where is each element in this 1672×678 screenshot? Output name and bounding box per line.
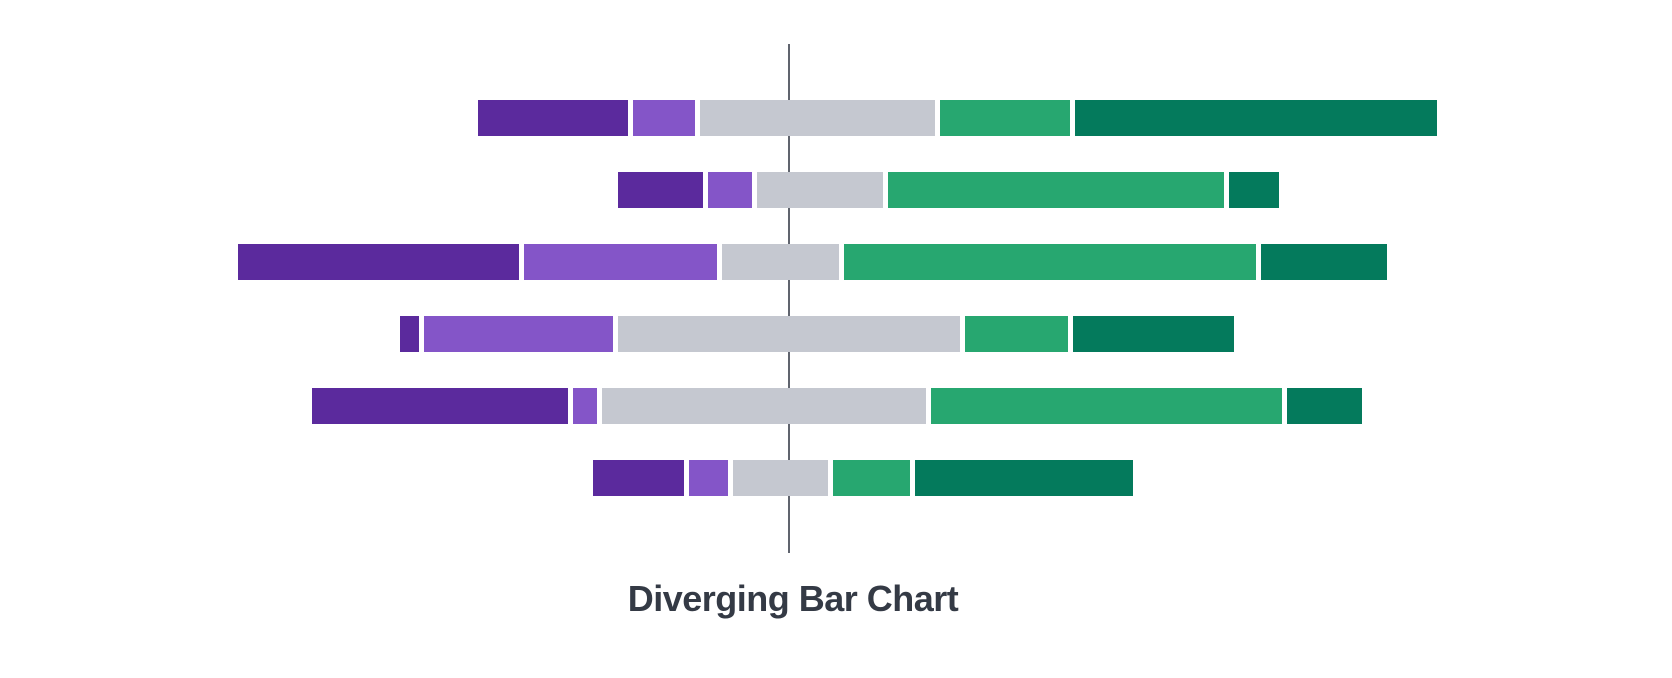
bar-segment-dark-green — [1075, 100, 1437, 136]
chart-title: Diverging Bar Chart — [627, 578, 959, 619]
bar-segment-neutral-gray — [700, 100, 935, 136]
bar-segment-dark-purple — [593, 460, 684, 496]
bar-segment-green — [888, 172, 1224, 208]
bar-segment-dark-purple — [238, 244, 519, 280]
bar-segment-light-purple — [689, 460, 728, 496]
bar-segment-green — [844, 244, 1256, 280]
bar-segment-neutral-gray — [757, 172, 883, 208]
bar-segment-neutral-gray — [733, 460, 828, 496]
bar-segment-green — [940, 100, 1070, 136]
bar-segment-neutral-gray — [722, 244, 839, 280]
bar-segment-light-purple — [573, 388, 597, 424]
bar-segment-dark-purple — [400, 316, 419, 352]
bar-segment-dark-purple — [618, 172, 703, 208]
bar-segment-dark-green — [1073, 316, 1234, 352]
bar-segment-green — [833, 460, 910, 496]
bar-segment-green — [931, 388, 1282, 424]
bar-segment-dark-green — [915, 460, 1133, 496]
bar-segment-dark-green — [1261, 244, 1387, 280]
bar-segment-neutral-gray — [602, 388, 926, 424]
bar-segment-neutral-gray — [618, 316, 960, 352]
bar-segment-light-purple — [633, 100, 695, 136]
bar-segment-dark-purple — [478, 100, 628, 136]
bar-segment-light-purple — [708, 172, 752, 208]
bar-segment-dark-purple — [312, 388, 568, 424]
bar-segment-dark-green — [1287, 388, 1362, 424]
bar-segment-green — [965, 316, 1068, 352]
bar-segment-dark-green — [1229, 172, 1279, 208]
bar-segment-light-purple — [424, 316, 613, 352]
bar-segment-light-purple — [524, 244, 717, 280]
center-axis-line — [788, 44, 790, 553]
